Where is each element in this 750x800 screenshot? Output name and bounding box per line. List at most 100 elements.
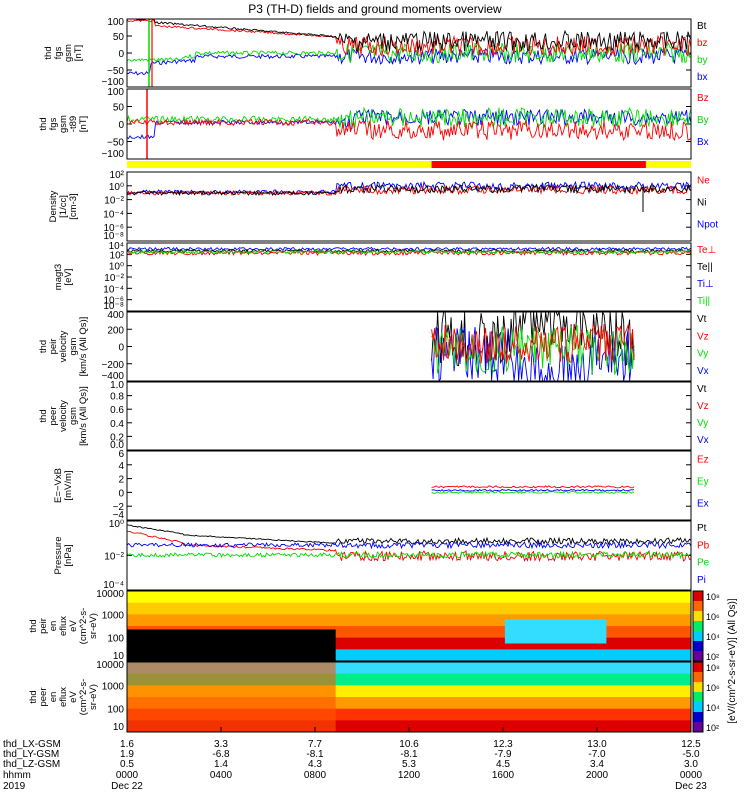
ylabel-0-0: thd [43,46,54,59]
ytick-label-7-2: 10⁻⁴ [103,580,124,591]
ylabel-9-3: eflux [58,687,69,707]
xaxis-value-1-5: -7.0 [588,749,606,760]
ytick-label-9-0: 10000 [96,660,124,671]
ylabel-2-1: [1/cc] [58,195,69,218]
legend-5-2: Vy [697,418,708,429]
ytick-label-1-2: 0 [118,120,124,131]
legend-7-0: Pt [697,523,707,534]
xaxis-value-1-6: -5.0 [682,749,700,760]
ylabel-0-3: [nT] [73,45,84,61]
series-tipar [127,249,692,255]
panel-frame-3 [126,242,692,312]
xaxis-value-3-0: 0000 [116,770,139,781]
series-ni [126,183,692,197]
ytick-label-5-4: 0.2 [110,432,124,443]
panel-frame-0 [126,18,692,88]
spec-band-8-1 [127,602,691,615]
ytick-label-2-4: 10⁻⁶ [103,223,124,234]
colorbar-frame-0 [692,590,704,662]
xaxis-value-0-1: 3.3 [214,739,228,750]
ylabel-5-2: velocity [58,400,69,432]
ylabel-9-4: eV [68,691,79,703]
xaxis-value-0-4: 12.3 [493,739,513,750]
ytick-label-6-4: −2 [113,502,125,513]
legend-1-1: By [697,115,709,126]
colorbar-seg-1-1 [693,672,703,683]
series-tiperp [126,246,692,252]
colorbar-seg-1-0 [693,662,703,673]
ylabel-4-2: velocity [58,330,69,362]
colorbar-frame-1 [692,661,704,733]
ylabel-8-6: sr-eV) [88,613,99,639]
ytick-label-3-0: 10⁴ [109,241,124,252]
legend-2-0: Ne [697,176,710,187]
legend-1-2: Bx [697,137,709,148]
ylabel-4-1: peir [48,339,59,355]
ytick-label-4-0: 400 [107,310,124,321]
ytick-label-6-2: 2 [118,475,124,486]
series-pt [126,524,692,546]
ytick-label-5-3: 0.4 [110,419,124,430]
ytick-label-0-4: −100 [101,77,124,88]
ylabel-8-2: en [48,621,59,632]
legend-0-1: bz [697,38,708,49]
colorbar-seg-0-1 [693,601,703,612]
spec-band-8-0 [127,591,691,604]
legend-3-1: Te|| [697,262,713,273]
xaxis-value-3-3: 1200 [398,770,421,781]
ylabel-6-1: [mV/m] [63,470,74,500]
legend-1-0: Bz [697,93,709,104]
ytick-label-0-3: −50 [107,66,124,77]
xaxis-value-2-5: 3.4 [590,759,604,770]
colorbar-seg-0-4 [693,631,703,642]
ylabel-9-1: peer [38,687,49,706]
panel-frame-4 [126,311,692,382]
ylabel-7-0: Pressure [53,536,64,574]
panel-frame-6 [126,450,692,521]
ylabel-5-0: thd [38,409,49,422]
ytick-label-0-1: 50 [113,32,125,43]
xaxis-value-4-0: Dec 22 [111,781,143,792]
ylabel-0-1: fgs [53,46,64,59]
ytick-label-3-3: 10⁻² [104,273,124,284]
colorbar-tick-1-3: 10² [706,723,719,733]
colorbar-seg-1-2 [693,682,703,693]
ytick-label-9-1: 1000 [102,681,125,692]
colorbar-tick-0-2: 10⁴ [706,632,720,642]
legend-7-2: Pe [697,558,710,569]
ylabel-1-0: thd [38,117,49,130]
status-bar-red [431,161,646,168]
ytick-label-6-5: −4 [113,510,125,521]
ytick-label-1-3: −50 [107,138,124,149]
ytick-label-9-3: 10 [113,722,125,733]
xaxis-value-3-2: 0800 [304,770,327,781]
colorbar-seg-0-5 [693,641,703,652]
ylabel-4-4: [km/s (All Qs)] [78,317,89,377]
series-bx-t89 [126,108,692,140]
ylabel-9-2: en [48,692,59,703]
ytick-label-8-2: 100 [107,634,124,645]
ytick-label-6-3: 0 [118,488,124,499]
ytick-label-2-1: 10⁰ [109,182,124,193]
xaxis-value-2-0: 0.5 [120,759,134,770]
xaxis-row-label-4: 2019 [3,781,26,792]
ylabel-5-1: peer [48,406,59,425]
xaxis-value-0-0: 1.6 [120,739,134,750]
ylabel-5-4: [km/s (All Qs)] [78,386,89,446]
colorbar-seg-1-5 [693,712,703,723]
xaxis-value-0-5: 13.0 [587,739,607,750]
ytick-label-5-1: 0.8 [110,392,124,403]
panel-frame-8 [126,590,692,662]
xaxis-value-2-2: 4.3 [308,759,322,770]
legend-3-0: Te⊥ [697,245,716,256]
colorbar-tick-0-1: 10⁶ [706,612,720,622]
legend-5-1: Vz [697,401,709,412]
xaxis-value-1-4: -7.9 [494,749,512,760]
ylabel-4-0: thd [38,340,49,353]
ylabel-1-4: [nT] [78,116,89,132]
ytick-label-6-1: 4 [118,461,124,472]
ytick-label-3-4: 10⁻⁴ [103,284,124,295]
legend-0-2: by [697,55,708,66]
status-bar-yellow [127,161,691,168]
